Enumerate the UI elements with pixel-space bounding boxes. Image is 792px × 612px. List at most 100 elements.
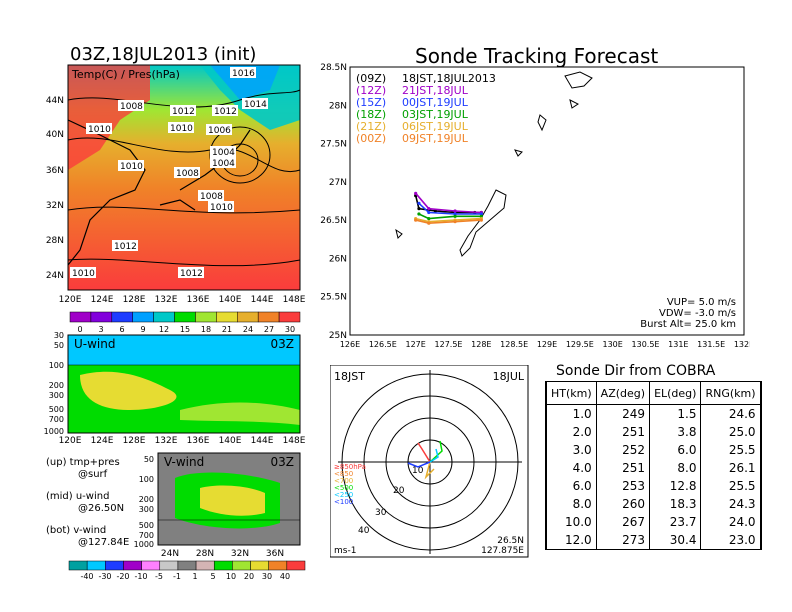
svg-text:-20: -20 [116, 572, 129, 580]
sonde-table: HT(km) AZ(deg) EL(deg) RNG(km) 1.0 249 1.5… [545, 381, 762, 550]
svg-text:50: 50 [144, 455, 154, 464]
svg-text:30: 30 [54, 331, 64, 340]
svg-text:<850: <850 [334, 470, 353, 478]
uwind-jet-core [80, 371, 177, 410]
track-point [479, 212, 483, 216]
track-point [479, 218, 483, 222]
svg-text:132E: 132E [155, 295, 178, 305]
svg-text:30: 30 [262, 572, 272, 580]
track-line [418, 202, 482, 215]
panel-notes: (up) tmp+pres @surf (mid) u-wind @26.50N… [46, 457, 130, 548]
legend-09z: (09Z) [356, 72, 386, 85]
svg-text:128E: 128E [123, 295, 146, 305]
svg-text:-1: -1 [173, 572, 181, 580]
svg-text:32N: 32N [231, 549, 249, 559]
track-point [417, 201, 421, 205]
svg-text:20: 20 [244, 572, 254, 580]
svg-text:700: 700 [49, 415, 64, 424]
svg-text:300: 300 [49, 391, 64, 400]
svg-text:144E: 144E [251, 295, 274, 305]
polar-ring-labels: 10 20 30 40 [358, 466, 424, 536]
svg-text:<100: <100 [334, 498, 353, 506]
svg-text:140E: 140E [219, 295, 242, 305]
legend-12z-text: 21JST,18JUL [402, 84, 469, 97]
svg-text:24N: 24N [161, 549, 179, 559]
sonde-table-header: HT(km) AZ(deg) EL(deg) RNG(km) [546, 382, 761, 405]
legend-12z: (12Z) [356, 84, 386, 97]
tracking-series [414, 191, 483, 225]
wind-colorbar-ticks: -40 -30 -20 -10 -5 -1 1 5 10 20 30 40 [80, 572, 290, 580]
svg-text:VDW= -3.0 m/s: VDW= -3.0 m/s [659, 308, 736, 319]
track-point [479, 214, 483, 218]
svg-text:1010: 1010 [170, 124, 193, 134]
svg-text:700: 700 [139, 531, 154, 540]
lon-tick-label: 128E [471, 340, 491, 349]
svg-text:148E: 148E [283, 436, 306, 445]
table-row: 12.0 273 30.4 23.0 [546, 531, 761, 549]
svg-text:136E: 136E [187, 295, 210, 305]
svg-text:-40: -40 [80, 572, 93, 580]
tracking-title: Sonde Tracking Forecast [415, 44, 659, 68]
svg-text:-10: -10 [134, 572, 147, 580]
svg-text:136E: 136E [187, 436, 210, 445]
lon-tick-label: 130.5E [632, 340, 660, 349]
svg-text:10: 10 [412, 466, 424, 476]
svg-text:148E: 148E [283, 295, 306, 305]
svg-text:12: 12 [159, 325, 169, 334]
track-point [453, 209, 457, 213]
svg-text:<700: <700 [334, 477, 353, 485]
svg-text:124E: 124E [91, 295, 114, 305]
colorbar-swatch [177, 560, 197, 571]
track-point [414, 191, 418, 195]
lon-tick-label: 127.5E [435, 340, 463, 349]
lon-tick-label: 128.5E [500, 340, 528, 349]
isobar-labels: 1016 1008 1012 1012 1014 1010 1010 1006 … [70, 67, 268, 279]
svg-text:100: 100 [49, 361, 64, 370]
track-point [427, 207, 431, 211]
svg-text:144E: 144E [251, 436, 274, 445]
map-frame [67, 64, 301, 291]
svg-text:24N: 24N [46, 271, 64, 281]
colorbar-swatch [268, 560, 288, 571]
track-point [427, 221, 431, 225]
svg-text:9: 9 [140, 325, 145, 334]
vwind-lat-labels: 24N 28N 32N 36N [161, 549, 284, 559]
svg-text:124E: 124E [91, 436, 114, 445]
uwind-label: U-wind [74, 337, 115, 351]
tracking-lat-labels: 28.5N 28N 27.5N 27N 26.5N 26N 25.5N 25N [320, 63, 347, 341]
svg-text:28N: 28N [196, 549, 214, 559]
svg-text:VUP= 5.0 m/s: VUP= 5.0 m/s [667, 297, 736, 308]
svg-text:24: 24 [243, 325, 253, 334]
colorbar-swatch [237, 311, 259, 323]
track-point [427, 210, 431, 215]
lat-tick-label: 25N [329, 331, 347, 341]
lon-tick-label: 129.5E [566, 340, 594, 349]
lon-tick-label: 131E [668, 340, 688, 349]
colorbar-swatch [132, 311, 154, 323]
colorbar-swatch [278, 311, 301, 323]
svg-text:200: 200 [139, 495, 154, 504]
svg-text:Burst Alt= 25.0 km: Burst Alt= 25.0 km [640, 319, 736, 330]
colorbar-swatch [86, 560, 106, 571]
svg-text:500: 500 [139, 521, 154, 530]
table-row: 6.0 253 12.8 25.5 [546, 477, 761, 495]
svg-text:1008: 1008 [176, 169, 199, 179]
uwind-cross-section: U-wind 03Z 30 50 100 200 300 500 700 100… [44, 331, 306, 445]
track-line [415, 192, 482, 214]
map-subtitle: Temp(C) / Pres(hPa) [71, 68, 180, 81]
svg-text:120E: 120E [59, 295, 82, 305]
colorbar-swatch [216, 311, 238, 323]
temperature-colorbar [69, 311, 301, 323]
svg-text:200: 200 [49, 381, 64, 390]
colorbar-swatch [250, 560, 269, 571]
svg-text:32N: 32N [46, 201, 64, 211]
svg-text:1012: 1012 [114, 242, 137, 252]
track-point [414, 218, 418, 222]
svg-text:1004: 1004 [212, 148, 235, 158]
svg-text:1008: 1008 [120, 102, 143, 112]
legend-09z-text: 18JST,18JUL2013 [402, 72, 496, 85]
polar-lat: 26.5N [497, 536, 524, 546]
svg-text:3: 3 [98, 325, 103, 334]
track-point [417, 212, 421, 216]
svg-text:1004: 1004 [212, 159, 235, 169]
